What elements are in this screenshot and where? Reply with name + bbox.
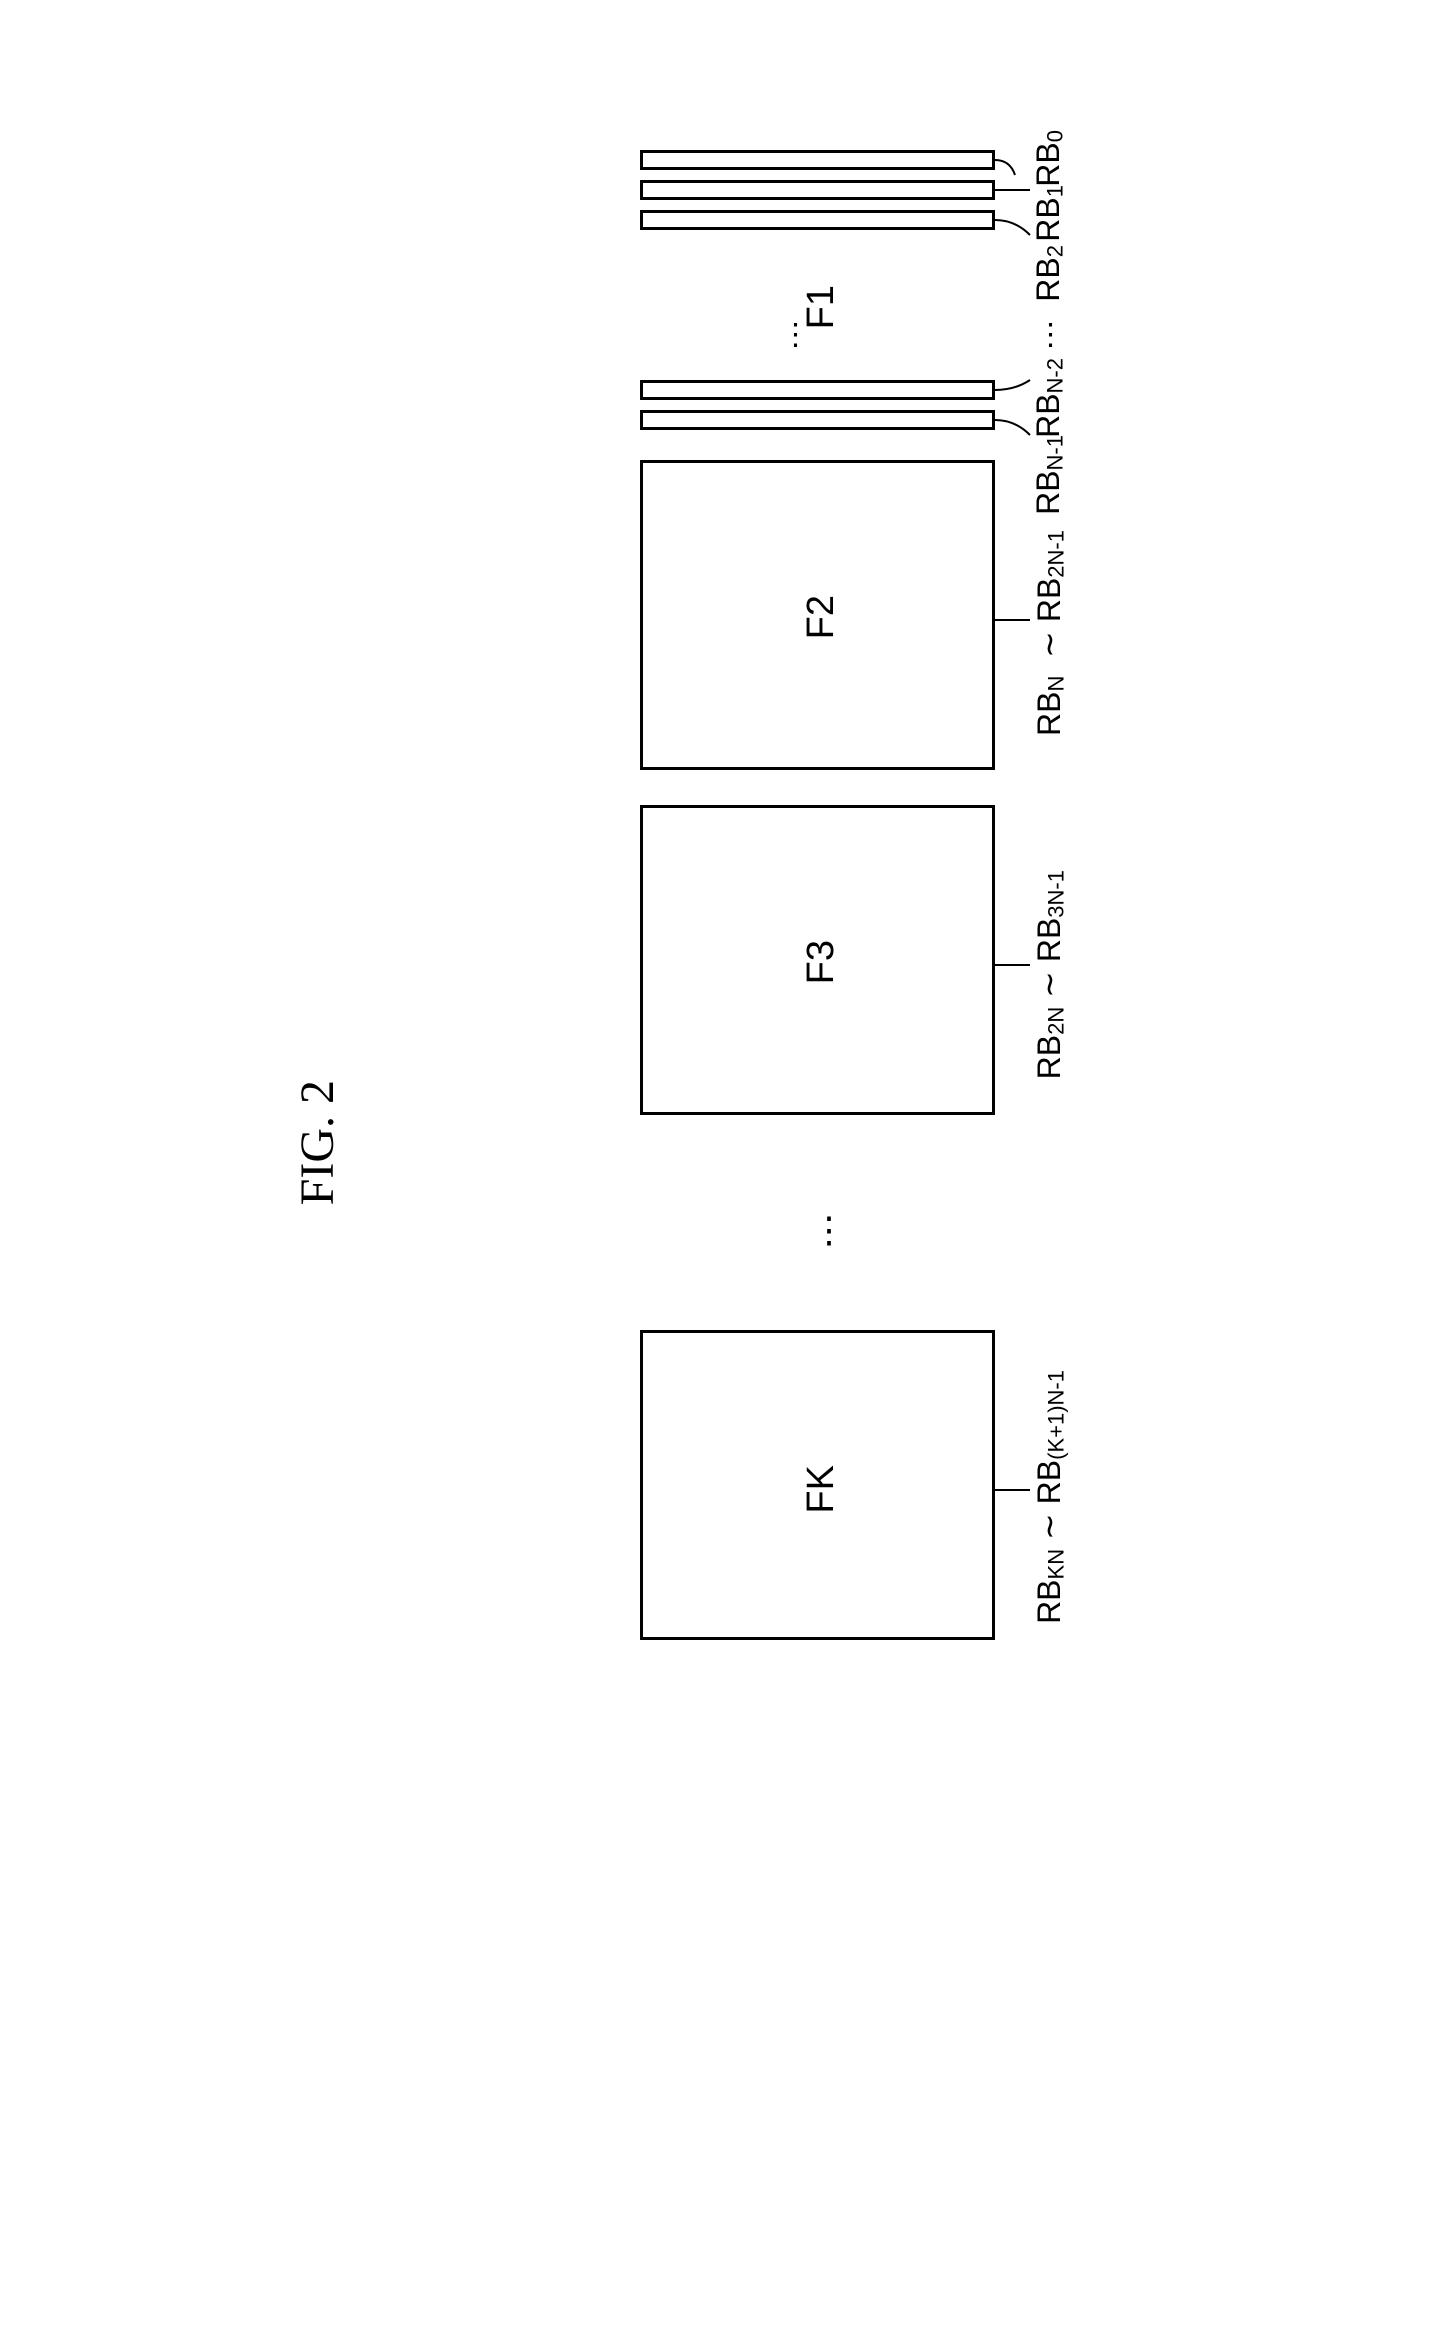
- connector-rb2: [995, 210, 1035, 245]
- rb-text: RB: [1031, 1579, 1067, 1623]
- rb-sub: 0: [1042, 130, 1067, 142]
- label-rb0: RB0: [1030, 130, 1068, 187]
- ellipsis-f1-mid: ⋮: [781, 318, 815, 353]
- diagram-container: RB0 RB1 RB2 F1 ⋮ ⋮ RBN-2 RBN-1 F2 RBN ∼: [540, 50, 1040, 2250]
- rb-sub-end: 3N-1: [1043, 870, 1068, 918]
- rb-sub-start: KN: [1043, 1549, 1068, 1580]
- connector-fk: [995, 1480, 1035, 1500]
- figure-title: FIG. 2: [290, 1080, 345, 1205]
- rb-sub: N-2: [1042, 358, 1067, 393]
- rb-text2: RB: [1031, 578, 1067, 622]
- block-label-f2: F2: [800, 595, 843, 639]
- block-rb2: [640, 210, 995, 230]
- block-rb0: [640, 150, 995, 170]
- ellipsis-blocks: ⋮: [811, 1209, 851, 1251]
- label-fk-range: RBKN ∼ RB(K+1)N-1: [1030, 1370, 1069, 1624]
- rb-text2: RB: [1031, 1460, 1067, 1504]
- rb-sub: N-1: [1042, 435, 1067, 470]
- block-label-f3: F3: [800, 940, 843, 984]
- rb-sub-end: (K+1)N-1: [1043, 1370, 1068, 1460]
- label-rb2: RB2: [1030, 245, 1068, 302]
- label-rb1: RB1: [1030, 185, 1068, 242]
- tilde: ∼: [1031, 971, 1067, 998]
- connector-rbn1: [995, 410, 1035, 440]
- rb-sub-start: 2N: [1043, 1007, 1068, 1035]
- block-rb1: [640, 180, 995, 200]
- label-rbn2: RBN-2: [1030, 358, 1068, 438]
- connector-rb1: [995, 180, 1035, 200]
- label-f3-range: RB2N ∼ RB3N-1: [1030, 870, 1069, 1079]
- block-rbn2: [640, 380, 995, 400]
- block-rbn1: [640, 410, 995, 430]
- block-label-fk: FK: [800, 1465, 843, 1514]
- connector-f2: [995, 610, 1035, 630]
- tilde: ∼: [1031, 631, 1067, 658]
- rb-sub-start: N: [1043, 676, 1068, 692]
- rb-sub: 1: [1042, 185, 1067, 197]
- connector-rbn2: [995, 375, 1035, 400]
- rb-sub-end: 2N-1: [1043, 530, 1068, 578]
- ellipsis-f1-label: ⋮: [1036, 318, 1070, 353]
- connector-f3: [995, 955, 1035, 975]
- label-rbn1: RBN-1: [1030, 435, 1068, 515]
- label-f2-range: RBN ∼ RB2N-1: [1030, 530, 1069, 736]
- rb-text: RB: [1030, 257, 1066, 301]
- rb-text: RB: [1031, 1035, 1067, 1079]
- rb-text: RB: [1030, 393, 1066, 437]
- rb-text2: RB: [1031, 918, 1067, 962]
- connector-rb0: [995, 145, 1030, 180]
- rb-text: RB: [1030, 142, 1066, 186]
- rb-text: RB: [1030, 197, 1066, 241]
- tilde: ∼: [1031, 1513, 1067, 1540]
- rb-text: RB: [1030, 470, 1066, 514]
- rb-sub: 2: [1042, 245, 1067, 257]
- rb-text: RB: [1031, 692, 1067, 736]
